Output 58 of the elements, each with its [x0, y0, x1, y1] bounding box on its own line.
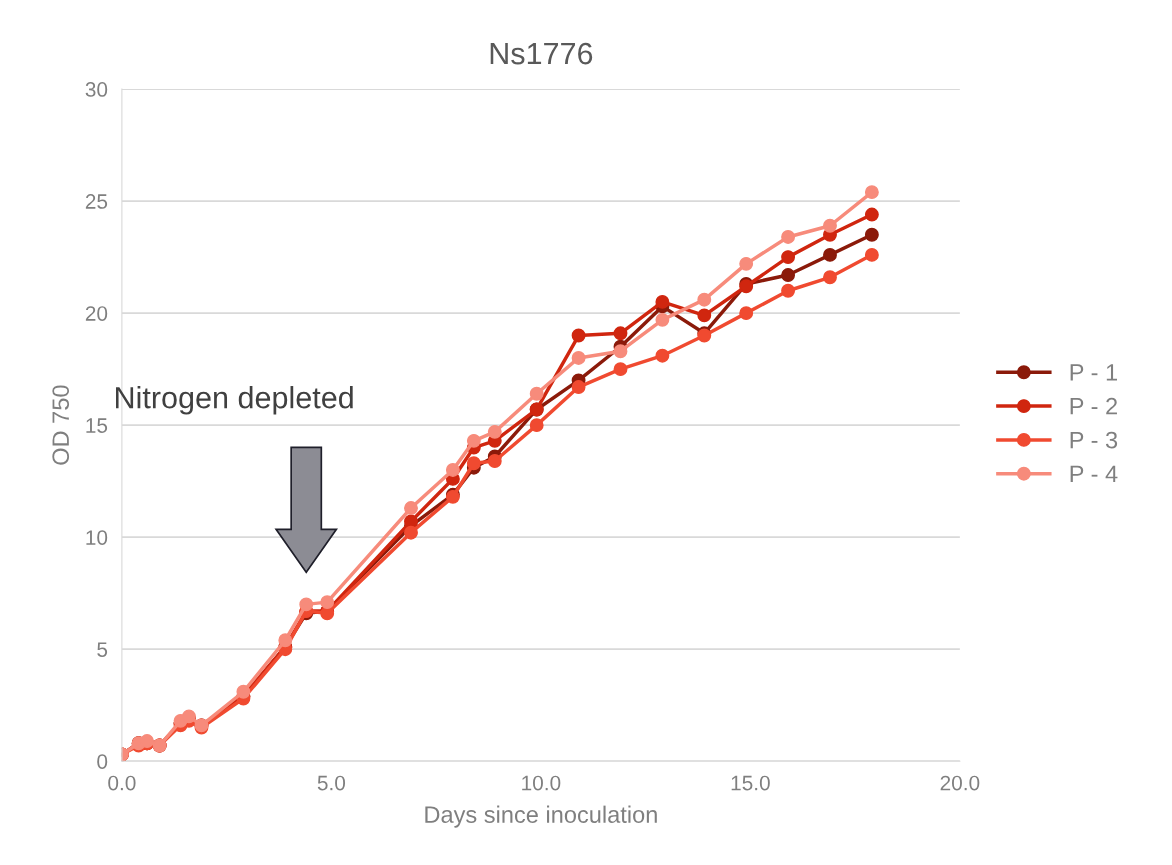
- point: [404, 514, 418, 529]
- x-axis-title: Days since inoculation: [425, 805, 657, 828]
- point: [236, 684, 251, 699]
- point: [299, 597, 314, 612]
- y-tick-label: 5: [97, 642, 108, 657]
- point: [697, 292, 712, 307]
- y-axis-title: OD 750: [52, 385, 70, 465]
- point: [278, 633, 293, 648]
- point: [864, 185, 879, 200]
- y-tick-label: 10: [86, 530, 108, 545]
- y-tick-label: 15: [86, 418, 108, 433]
- x-tick-label: 10.0: [522, 775, 561, 791]
- point: [466, 456, 481, 471]
- point: [781, 268, 796, 282]
- point: [781, 250, 796, 265]
- point: [864, 227, 879, 242]
- point: [529, 418, 544, 433]
- legend-label: P - 1: [1070, 364, 1118, 381]
- chart-title: Ns1776: [490, 42, 593, 65]
- point: [739, 306, 754, 321]
- x-tick-label: 5.0: [317, 775, 346, 791]
- x-tick-label: 20.0: [940, 775, 980, 791]
- point: [445, 463, 460, 477]
- y-tick-label: 20: [85, 306, 108, 321]
- x-tick-label: 15.0: [731, 775, 770, 791]
- point: [487, 454, 502, 468]
- point: [529, 386, 544, 401]
- point: [823, 218, 837, 233]
- point: [613, 326, 628, 341]
- point: [864, 247, 879, 262]
- point: [864, 207, 879, 222]
- point: [781, 283, 796, 298]
- point: [320, 595, 335, 610]
- point: [655, 312, 670, 327]
- point: [571, 328, 586, 343]
- legend-label: P - 3: [1070, 431, 1118, 449]
- point: [404, 501, 418, 515]
- point: [613, 344, 628, 359]
- point: [613, 362, 628, 377]
- y-tick-label: 0: [97, 754, 108, 769]
- point: [404, 525, 418, 540]
- legend-label: P - 4: [1070, 465, 1118, 482]
- point: [823, 247, 837, 262]
- y-tick-label: 30: [85, 82, 108, 97]
- point: [823, 270, 837, 285]
- y-tick-label: 25: [85, 194, 108, 209]
- annotation: Nitrogen depleted: [116, 386, 353, 415]
- x-tick-label: 0.0: [108, 775, 136, 791]
- point: [571, 350, 586, 365]
- point: [466, 433, 481, 448]
- point: [571, 380, 586, 395]
- point: [655, 348, 670, 363]
- point: [697, 308, 712, 323]
- point: [655, 294, 670, 309]
- legend-label: P - 2: [1070, 397, 1117, 415]
- point: [781, 230, 796, 244]
- point: [487, 424, 502, 439]
- point: [739, 256, 754, 271]
